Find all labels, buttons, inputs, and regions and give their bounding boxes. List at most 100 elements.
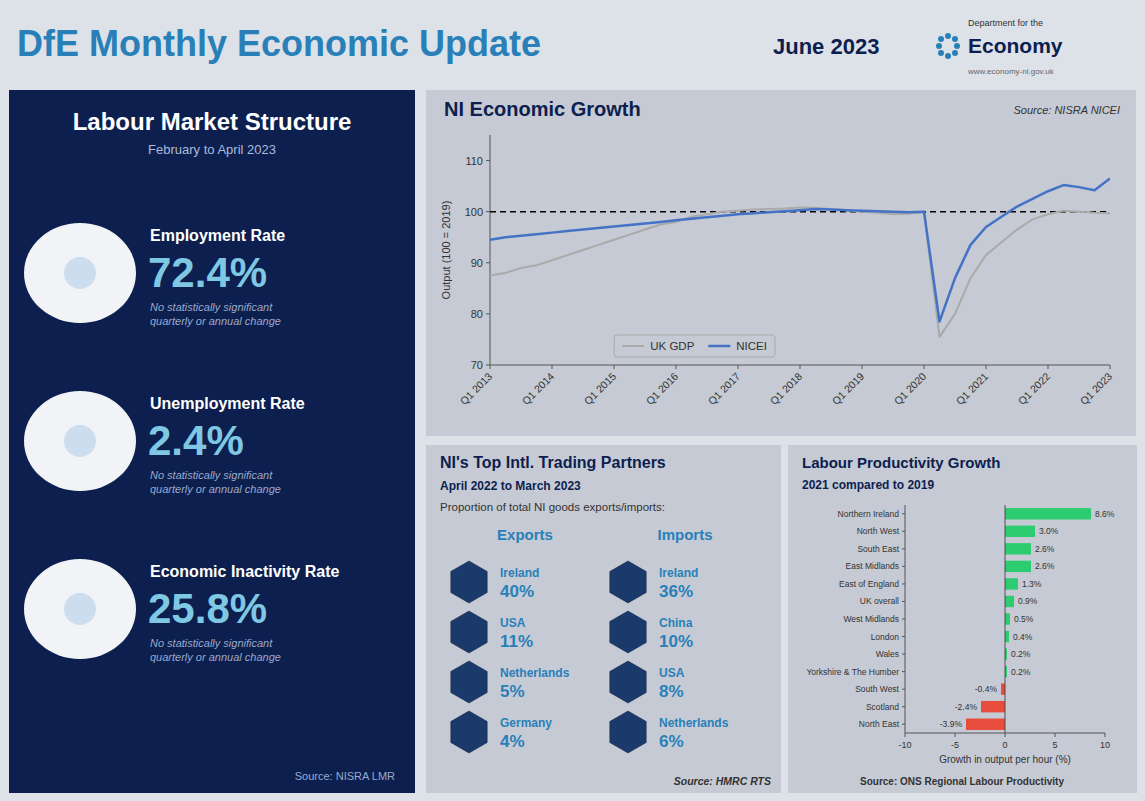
y-tick [902, 531, 905, 532]
logo-text: Economy [968, 34, 1063, 57]
y-tick-label: 100 [465, 206, 483, 218]
logo-dot [938, 36, 944, 42]
column-header: Imports [657, 526, 712, 543]
data-label: -2.4% [955, 702, 978, 712]
plot-data [490, 178, 1110, 336]
panel-title: NI Economic Growth [444, 98, 641, 120]
x-tick-label: Q1 2020 [891, 370, 928, 407]
y-tick [486, 365, 490, 366]
x-tick [552, 365, 553, 369]
data-label: 2.6% [1035, 561, 1055, 571]
hexagon [610, 561, 646, 603]
country-label: Netherlands [500, 666, 570, 680]
panel-background [9, 90, 415, 793]
legend-swatch [708, 345, 730, 348]
y-tick-label: London [871, 632, 900, 642]
y-tick [902, 619, 905, 620]
country-label: Netherlands [659, 716, 729, 730]
y-tick-label: 90 [471, 257, 483, 269]
source: Source: NISRA LMR [295, 770, 395, 782]
share-value: 36% [659, 582, 693, 601]
metric-note-line: No statistically significant [150, 469, 273, 481]
metric-note-line: quarterly or annual change [150, 651, 281, 663]
country-label: China [659, 616, 693, 630]
y-tick [902, 706, 905, 707]
icon-ellipse [24, 559, 136, 659]
x-tick [1048, 365, 1049, 369]
y-tick [902, 654, 905, 655]
panel-title: NI's Top Intl. Trading Partners [440, 454, 666, 471]
metric-note-line: quarterly or annual change [150, 315, 281, 327]
bar [1005, 596, 1014, 607]
country-label: USA [500, 616, 526, 630]
panel-subtitle: 2021 compared to 2019 [802, 478, 934, 492]
y-axis-line [490, 135, 491, 365]
y-tick-label: East of England [839, 579, 899, 589]
x-tick [905, 733, 906, 737]
bar [1005, 631, 1009, 642]
y-tick-label: South West [855, 684, 899, 694]
panel-title: Labour Productivity Growth [802, 454, 1000, 471]
page-title: DfE Monthly Economic Update [17, 23, 541, 64]
x-tick [986, 365, 987, 369]
bar [966, 719, 1005, 730]
y-tick [902, 724, 905, 725]
legend-box [614, 335, 775, 357]
x-tick-label: -10 [898, 740, 911, 750]
y-tick [902, 601, 905, 602]
share-value: 40% [500, 582, 534, 601]
y-tick [902, 513, 905, 514]
source: Source: NISRA NICEI [1013, 104, 1120, 116]
background [0, 0, 1145, 801]
icon [64, 593, 96, 625]
bar [1005, 613, 1010, 624]
x-tick [1005, 733, 1006, 737]
data-label: 8.6% [1095, 509, 1115, 519]
share-value: 11% [500, 632, 533, 651]
legend-swatch [622, 345, 644, 347]
growth-panel: NI Economic GrowthSource: NISRA NICEI708… [426, 90, 1136, 436]
panel-subtitle: February to April 2023 [148, 142, 276, 157]
x-tick-label: Q1 2013 [457, 370, 494, 407]
hexagon [451, 661, 487, 703]
panel-title: Labour Market Structure [73, 108, 352, 135]
x-tick [1055, 733, 1056, 737]
y-tick-label: Scotland [866, 702, 899, 712]
y-tick-label: Northern Ireland [838, 509, 900, 519]
x-tick-label: Q1 2019 [829, 370, 866, 407]
logo-text: Department for the [968, 18, 1043, 28]
zero-line [1005, 505, 1006, 733]
panel-background [426, 90, 1136, 436]
y-tick-label: UK overall [860, 596, 899, 606]
country-label: Ireland [659, 566, 698, 580]
metric-label: Employment Rate [150, 227, 285, 244]
metric-note-line: No statistically significant [150, 637, 273, 649]
share-value: 6% [659, 732, 684, 751]
source: Source: ONS Regional Labour Productivity [860, 776, 1064, 787]
logo-dot [938, 50, 944, 56]
data-label: 0.9% [1018, 596, 1038, 606]
panel-background [788, 445, 1137, 793]
x-tick-label: Q1 2016 [643, 370, 680, 407]
productivity-panel: Labour Productivity Growth 2021 compared … [788, 445, 1137, 793]
icon [64, 257, 96, 289]
y-tick-label: 110 [465, 155, 483, 167]
data-label: 0.4% [1013, 632, 1033, 642]
share-value: 5% [500, 682, 525, 701]
metric-label: Economic Inactivity Rate [150, 563, 339, 580]
panel-background [426, 445, 781, 793]
metric-note: No statistically significant quarterly or… [150, 637, 281, 663]
x-tick [676, 365, 677, 369]
x-tick-label: Q1 2023 [1077, 370, 1114, 407]
logo-text: www.economy-ni.gov.uk [967, 67, 1055, 76]
x-tick-label: Q1 2014 [519, 370, 556, 407]
data-label: 3.0% [1039, 526, 1059, 536]
y-tick-label: Wales [876, 649, 899, 659]
logo-dot [954, 43, 960, 49]
y-tick [486, 313, 490, 314]
page-date: June 2023 [773, 34, 879, 59]
y-tick [902, 566, 905, 567]
metric-value: 2.4% [148, 417, 244, 464]
share-value: 8% [659, 682, 684, 701]
column-header: Exports [497, 526, 553, 543]
